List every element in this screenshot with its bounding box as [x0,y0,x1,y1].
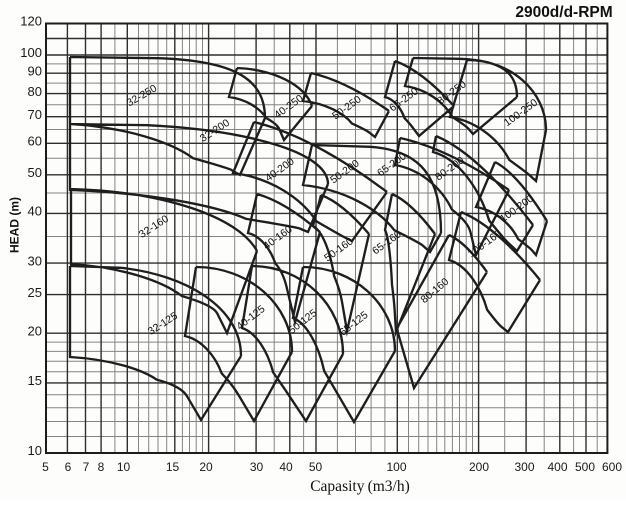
svg-text:80: 80 [28,84,42,99]
svg-text:100: 100 [20,45,42,60]
svg-text:30: 30 [28,253,42,268]
svg-text:15: 15 [28,373,42,388]
svg-text:2900d/d-RPM: 2900d/d-RPM [515,4,612,21]
svg-text:10: 10 [28,443,42,458]
svg-text:Capasity (m3/h): Capasity (m3/h) [310,478,410,495]
svg-text:600: 600 [602,460,622,474]
svg-text:8: 8 [98,460,105,474]
svg-text:7: 7 [83,460,90,474]
svg-text:90: 90 [28,63,42,78]
svg-text:30: 30 [250,460,264,474]
svg-text:60: 60 [28,134,42,149]
svg-text:100: 100 [386,460,406,474]
svg-text:40: 40 [28,204,42,219]
svg-text:300: 300 [514,460,534,474]
svg-text:400: 400 [547,460,567,474]
svg-text:40: 40 [279,460,293,474]
svg-text:50: 50 [309,460,323,474]
svg-text:50: 50 [28,165,42,180]
svg-text:70: 70 [28,107,42,122]
svg-text:10: 10 [117,460,131,474]
svg-text:20: 20 [199,460,213,474]
svg-text:20: 20 [28,323,42,338]
svg-text:6: 6 [65,460,72,474]
svg-text:15: 15 [166,460,180,474]
svg-text:500: 500 [575,460,595,474]
svg-text:5: 5 [42,460,49,474]
svg-text:120: 120 [20,14,42,29]
svg-text:200: 200 [469,460,489,474]
svg-text:25: 25 [28,285,42,300]
svg-text:HEAD (m): HEAD (m) [8,197,22,253]
